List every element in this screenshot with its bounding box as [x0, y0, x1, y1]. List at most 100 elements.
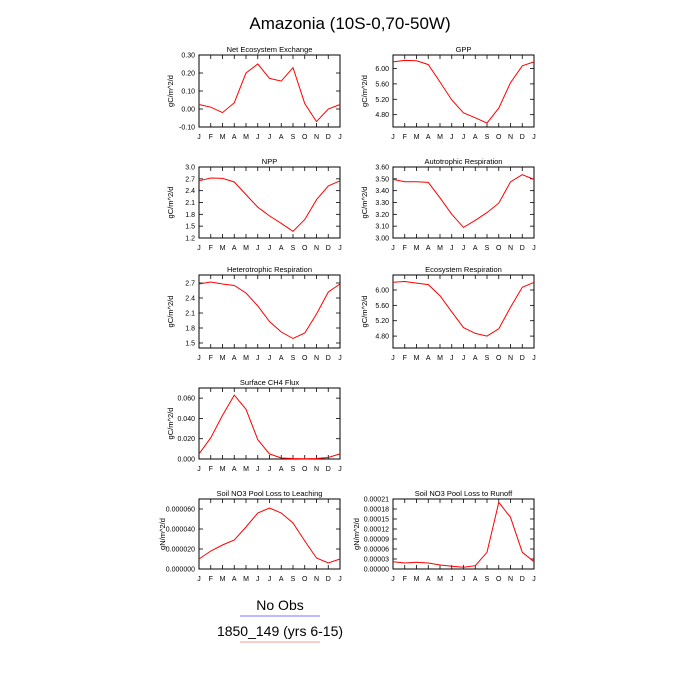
y-tick-label: 2.7: [185, 176, 195, 183]
y-tick-label: 0.040: [177, 416, 195, 423]
x-tick-label: A: [279, 134, 284, 141]
x-tick-label: N: [314, 355, 319, 362]
y-tick-label: 0.060: [177, 396, 195, 403]
x-tick-label: M: [243, 245, 249, 252]
x-tick-label: O: [302, 355, 308, 362]
x-tick-label: F: [209, 576, 213, 583]
y-tick-label: 2.4: [185, 188, 195, 195]
y-tick-label: 3.20: [375, 212, 389, 219]
panel-title: Soil NO3 Pool Loss to Leaching: [217, 489, 323, 498]
y-tick-label: 1.2: [185, 236, 195, 243]
x-tick-label: D: [326, 576, 331, 583]
y-tick-label: 5.60: [375, 303, 389, 310]
panel-soil-no3-pool-loss-to-leaching: Soil NO3 Pool Loss to Leaching gN/m^2/d J F…: [158, 489, 342, 583]
x-tick-label: S: [291, 355, 296, 362]
y-tick-label: 0.00012: [364, 527, 389, 534]
y-tick-label: 4.80: [375, 112, 389, 119]
x-tick-label: J: [462, 576, 466, 583]
y-tick-label: 1.5: [185, 341, 195, 348]
x-tick-label: J: [338, 134, 342, 141]
panel-title: Heterotrophic Respiration: [227, 265, 312, 274]
y-tick-label: 0.10: [181, 89, 195, 96]
series-line: [198, 507, 341, 564]
y-tick-label: 3.10: [375, 224, 389, 231]
x-tick-label: M: [220, 355, 226, 362]
series-line: [198, 281, 341, 340]
x-tick-label: O: [302, 134, 308, 141]
x-tick-label: S: [485, 245, 490, 252]
x-tick-label: J: [256, 466, 260, 473]
x-tick-label: O: [496, 134, 502, 141]
y-tick-label: 5.20: [375, 97, 389, 104]
x-tick-label: J: [256, 134, 260, 141]
y-tick-label: 5.20: [375, 318, 389, 325]
legend: No Obs 1850_149 (yrs 6-15): [217, 597, 343, 643]
x-tick-label: J: [462, 245, 466, 252]
x-tick-label: M: [243, 466, 249, 473]
x-tick-label: N: [508, 245, 513, 252]
y-axis-label: gC/m^2/d: [360, 296, 369, 328]
x-tick-label: J: [532, 576, 536, 583]
x-tick-label: J: [256, 245, 260, 252]
x-tick-label: J: [268, 245, 272, 252]
y-tick-label: 2.1: [185, 311, 195, 318]
x-tick-label: S: [291, 466, 296, 473]
plot-frame: [392, 498, 535, 570]
y-axis-label: gC/m^2/d: [360, 75, 369, 107]
x-tick-label: J: [391, 576, 395, 583]
y-tick-label: 3.60: [375, 165, 389, 172]
y-tick-label: 1.5: [185, 224, 195, 231]
series-line: [198, 63, 341, 123]
x-tick-label: M: [437, 134, 443, 141]
x-tick-label: N: [508, 134, 513, 141]
x-tick-label: J: [532, 355, 536, 362]
panel-title: Net Ecosystem Exchange: [227, 45, 313, 54]
panel-title: Soil NO3 Pool Loss to Runoff: [415, 489, 513, 498]
y-tick-label: 2.1: [185, 200, 195, 207]
x-tick-label: S: [485, 576, 490, 583]
x-tick-label: D: [326, 355, 331, 362]
x-tick-label: J: [450, 134, 454, 141]
panel-title: Autotrophic Respiration: [425, 157, 503, 166]
x-tick-label: A: [473, 355, 478, 362]
x-tick-label: N: [314, 134, 319, 141]
x-tick-label: D: [520, 245, 525, 252]
x-tick-label: J: [462, 355, 466, 362]
series-line: [198, 394, 341, 460]
x-tick-label: J: [450, 576, 454, 583]
x-tick-label: A: [426, 576, 431, 583]
series-line: [392, 501, 535, 568]
y-axis-label: gN/m^2/d: [158, 518, 167, 550]
y-tick-label: 1.8: [185, 212, 195, 219]
x-tick-label: A: [232, 245, 237, 252]
plot-frame: [392, 274, 535, 349]
x-tick-label: N: [314, 245, 319, 252]
y-tick-label: 3.40: [375, 188, 389, 195]
x-tick-label: M: [243, 134, 249, 141]
x-tick-label: A: [279, 466, 284, 473]
y-tick-label: 0.000: [177, 457, 195, 464]
y-tick-label: -0.10: [179, 125, 195, 132]
x-tick-label: F: [209, 466, 213, 473]
y-tick-label: 6.00: [375, 287, 389, 294]
y-tick-label: 0.30: [181, 53, 195, 60]
x-tick-label: A: [279, 245, 284, 252]
plot-frame: [392, 166, 535, 239]
y-tick-label: 0.00006: [364, 547, 389, 554]
y-tick-label: 0.00009: [364, 537, 389, 544]
x-tick-label: J: [338, 466, 342, 473]
y-tick-label: 0.00003: [364, 557, 389, 564]
x-tick-label: A: [232, 355, 237, 362]
x-tick-label: F: [403, 355, 407, 362]
x-tick-label: A: [473, 134, 478, 141]
y-tick-label: 0.00021: [364, 497, 389, 504]
y-tick-label: 2.4: [185, 296, 195, 303]
y-tick-label: 6.00: [375, 66, 389, 73]
x-tick-label: S: [485, 355, 490, 362]
y-axis-label: gC/m^2/d: [166, 296, 175, 328]
x-tick-label: M: [220, 576, 226, 583]
